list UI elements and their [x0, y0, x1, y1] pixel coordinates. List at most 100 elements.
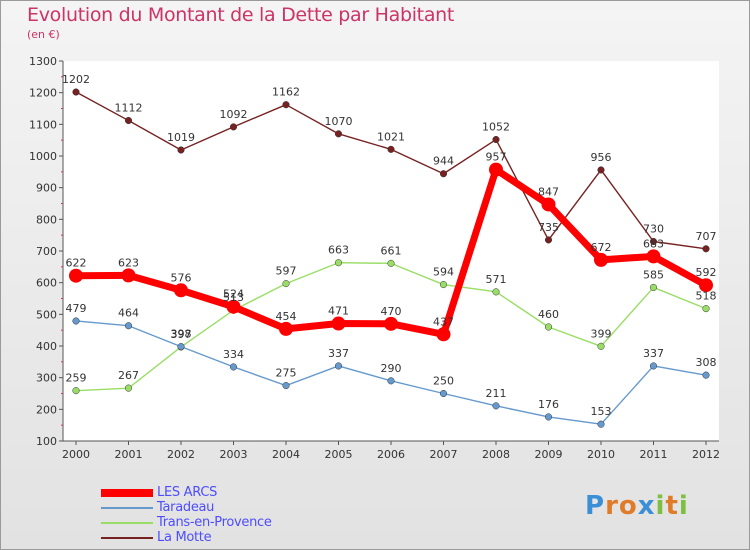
- data-point: [384, 316, 398, 331]
- data-label: 275: [276, 367, 297, 380]
- data-point: [387, 259, 395, 267]
- data-point: [177, 343, 185, 351]
- x-tick-label: 2009: [535, 448, 563, 461]
- logo-letter: t: [665, 491, 679, 521]
- data-label: 437: [433, 315, 454, 328]
- data-label: 1092: [220, 108, 248, 121]
- data-label: 730: [643, 223, 664, 236]
- logo-letter: i: [678, 491, 689, 521]
- y-tick-label: 800: [36, 213, 57, 226]
- data-point: [649, 237, 658, 246]
- data-point: [124, 116, 133, 125]
- legend-label: La Motte: [157, 530, 212, 545]
- data-point: [282, 280, 290, 288]
- data-point: [226, 299, 241, 314]
- y-tick-label: 400: [36, 340, 57, 353]
- x-tick-label: 2012: [692, 448, 720, 461]
- data-point: [331, 316, 346, 331]
- data-label: 524: [223, 288, 244, 301]
- x-tick-label: 2002: [167, 448, 195, 461]
- data-point: [334, 259, 343, 267]
- x-tick-label: 2010: [587, 448, 615, 461]
- legend-label: LES ARCS: [157, 485, 218, 500]
- data-point: [279, 321, 293, 336]
- data-point: [646, 249, 661, 264]
- y-tick-label: 700: [36, 245, 57, 258]
- x-tick-label: 2007: [430, 448, 458, 461]
- y-tick-label: 600: [36, 277, 57, 290]
- logo-letter: P: [585, 491, 606, 521]
- y-tick-label: 100: [36, 435, 57, 448]
- data-point: [649, 362, 658, 370]
- y-tick-label: 1200: [29, 87, 57, 100]
- data-point: [492, 402, 500, 410]
- data-point: [334, 130, 343, 138]
- data-label: 592: [696, 266, 717, 279]
- data-point: [124, 384, 133, 392]
- data-label: 176: [538, 398, 559, 411]
- data-label: 479: [66, 302, 87, 315]
- data-point: [541, 197, 556, 212]
- data-label: 259: [66, 372, 87, 385]
- data-point: [597, 420, 605, 428]
- legend-swatch: [101, 507, 153, 509]
- y-tick-label: 300: [36, 372, 57, 385]
- x-tick-label: 2001: [115, 448, 143, 461]
- data-point: [387, 377, 395, 385]
- data-point: [597, 166, 605, 174]
- y-tick-label: 500: [36, 308, 57, 321]
- data-point: [72, 387, 80, 395]
- data-point: [439, 389, 448, 398]
- data-point: [544, 236, 553, 244]
- legend-swatch: [101, 489, 153, 497]
- x-tick-label: 2000: [62, 448, 90, 461]
- data-label: 211: [486, 387, 507, 400]
- data-label: 470: [381, 305, 402, 318]
- data-label: 518: [696, 290, 717, 303]
- data-point: [174, 283, 188, 298]
- data-label: 944: [433, 155, 454, 168]
- logo-letter: x: [637, 491, 656, 521]
- data-label: 398: [171, 328, 192, 341]
- chart-title: Evolution du Montant de la Dette par Hab…: [27, 4, 455, 26]
- data-point: [544, 413, 553, 421]
- data-label: 623: [118, 256, 139, 269]
- data-point: [121, 268, 136, 283]
- y-tick-label: 900: [36, 182, 57, 195]
- y-tick-label: 1100: [29, 118, 57, 131]
- data-label: 1019: [167, 131, 195, 144]
- data-label: 707: [696, 230, 717, 243]
- data-point: [124, 322, 133, 330]
- data-label: 153: [591, 405, 612, 418]
- data-point: [229, 363, 238, 371]
- logo-letter: o: [618, 491, 638, 521]
- data-point: [492, 288, 500, 296]
- data-label: 735: [538, 221, 559, 234]
- data-label: 1162: [272, 86, 300, 99]
- data-point: [544, 323, 553, 331]
- data-point: [492, 135, 500, 144]
- data-label: 267: [118, 369, 139, 382]
- data-label: 622: [66, 257, 87, 270]
- x-tick-label: 2003: [220, 448, 248, 461]
- legend-label: Taradeau: [157, 500, 215, 515]
- data-label: 957: [486, 151, 507, 164]
- data-point: [699, 278, 713, 293]
- data-label: 594: [433, 266, 454, 279]
- x-tick-label: 2005: [325, 448, 353, 461]
- data-point: [436, 327, 451, 342]
- data-label: 308: [696, 356, 717, 369]
- data-point: [282, 101, 290, 109]
- data-label: 585: [643, 268, 664, 281]
- x-tick-label: 2008: [482, 448, 510, 461]
- data-label: 956: [591, 151, 612, 164]
- data-label: 1112: [115, 102, 143, 115]
- chart-unit: (en €): [27, 28, 60, 41]
- data-label: 464: [118, 307, 139, 320]
- data-point: [439, 281, 448, 289]
- x-tick-label: 2004: [272, 448, 300, 461]
- logo-letter: i: [655, 491, 666, 521]
- data-label: 454: [276, 310, 297, 323]
- data-label: 471: [328, 305, 349, 318]
